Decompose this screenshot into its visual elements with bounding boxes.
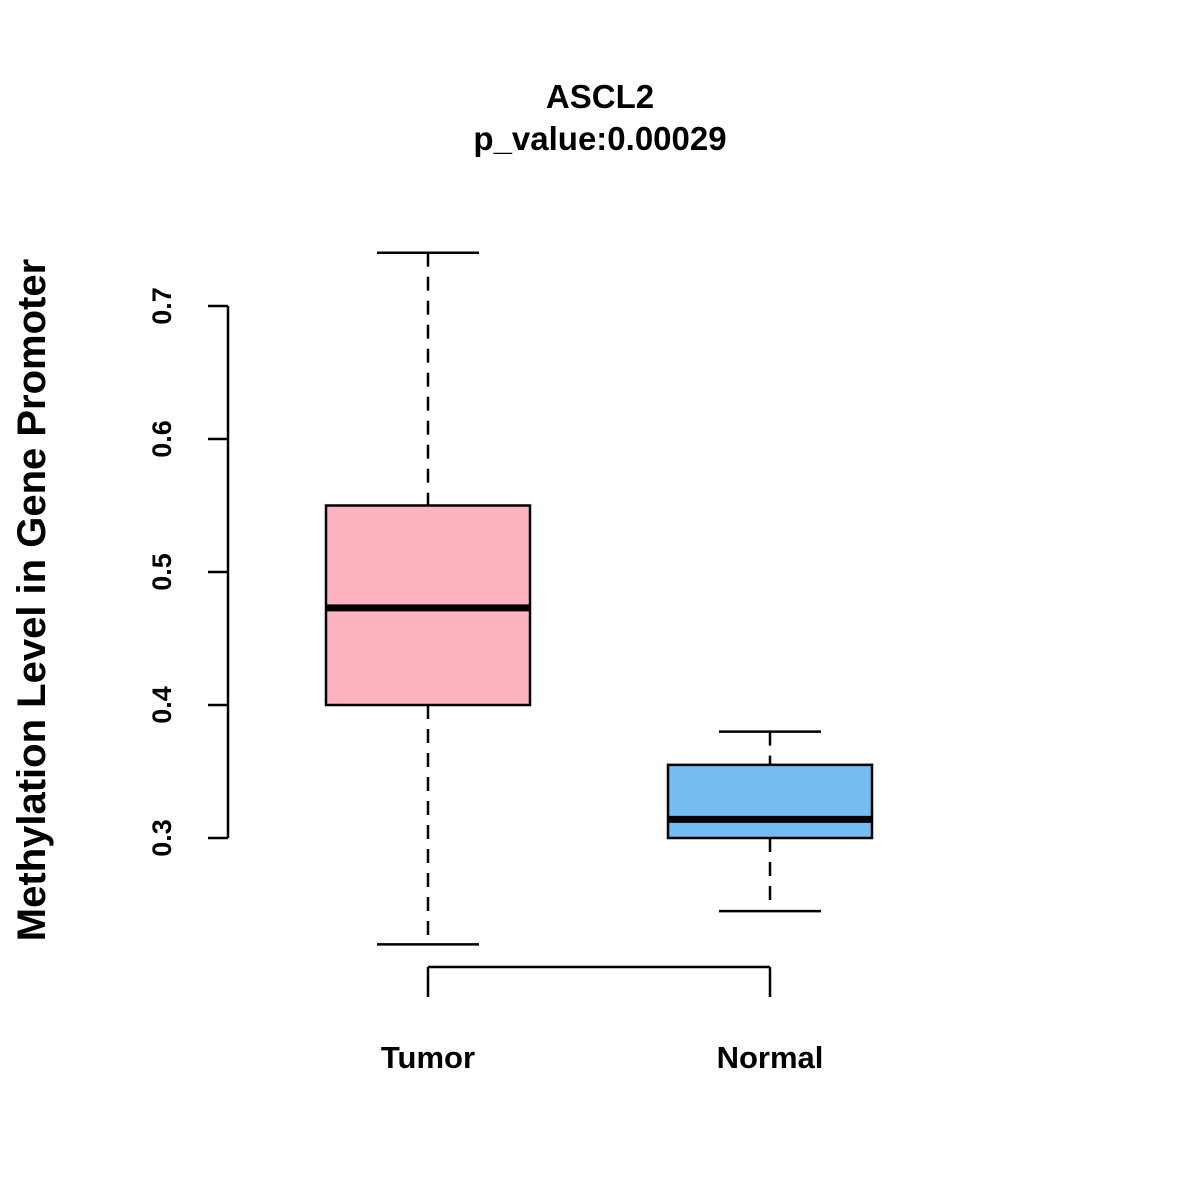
y-tick-label: 0.3 — [147, 819, 177, 857]
box-tumor — [324, 251, 532, 946]
box-series — [324, 251, 874, 946]
x-category-label: Tumor — [381, 1040, 475, 1075]
y-tick-label: 0.7 — [147, 287, 177, 325]
box-normal — [666, 730, 874, 913]
chart-title: ASCL2 — [546, 78, 654, 115]
y-tick-label: 0.4 — [147, 686, 177, 724]
y-axis-label: Methylation Level in Gene Promoter — [10, 259, 54, 941]
box-rect — [666, 763, 874, 840]
x-category-label: Normal — [717, 1040, 824, 1075]
chart-subtitle: p_value:0.00029 — [473, 120, 726, 157]
y-tick-label: 0.6 — [147, 420, 177, 458]
y-axis: 0.3 0.4 0.5 0.6 0.7 — [147, 287, 230, 857]
x-axis: Tumor Normal — [381, 965, 824, 1075]
y-tick-label: 0.5 — [147, 553, 177, 591]
